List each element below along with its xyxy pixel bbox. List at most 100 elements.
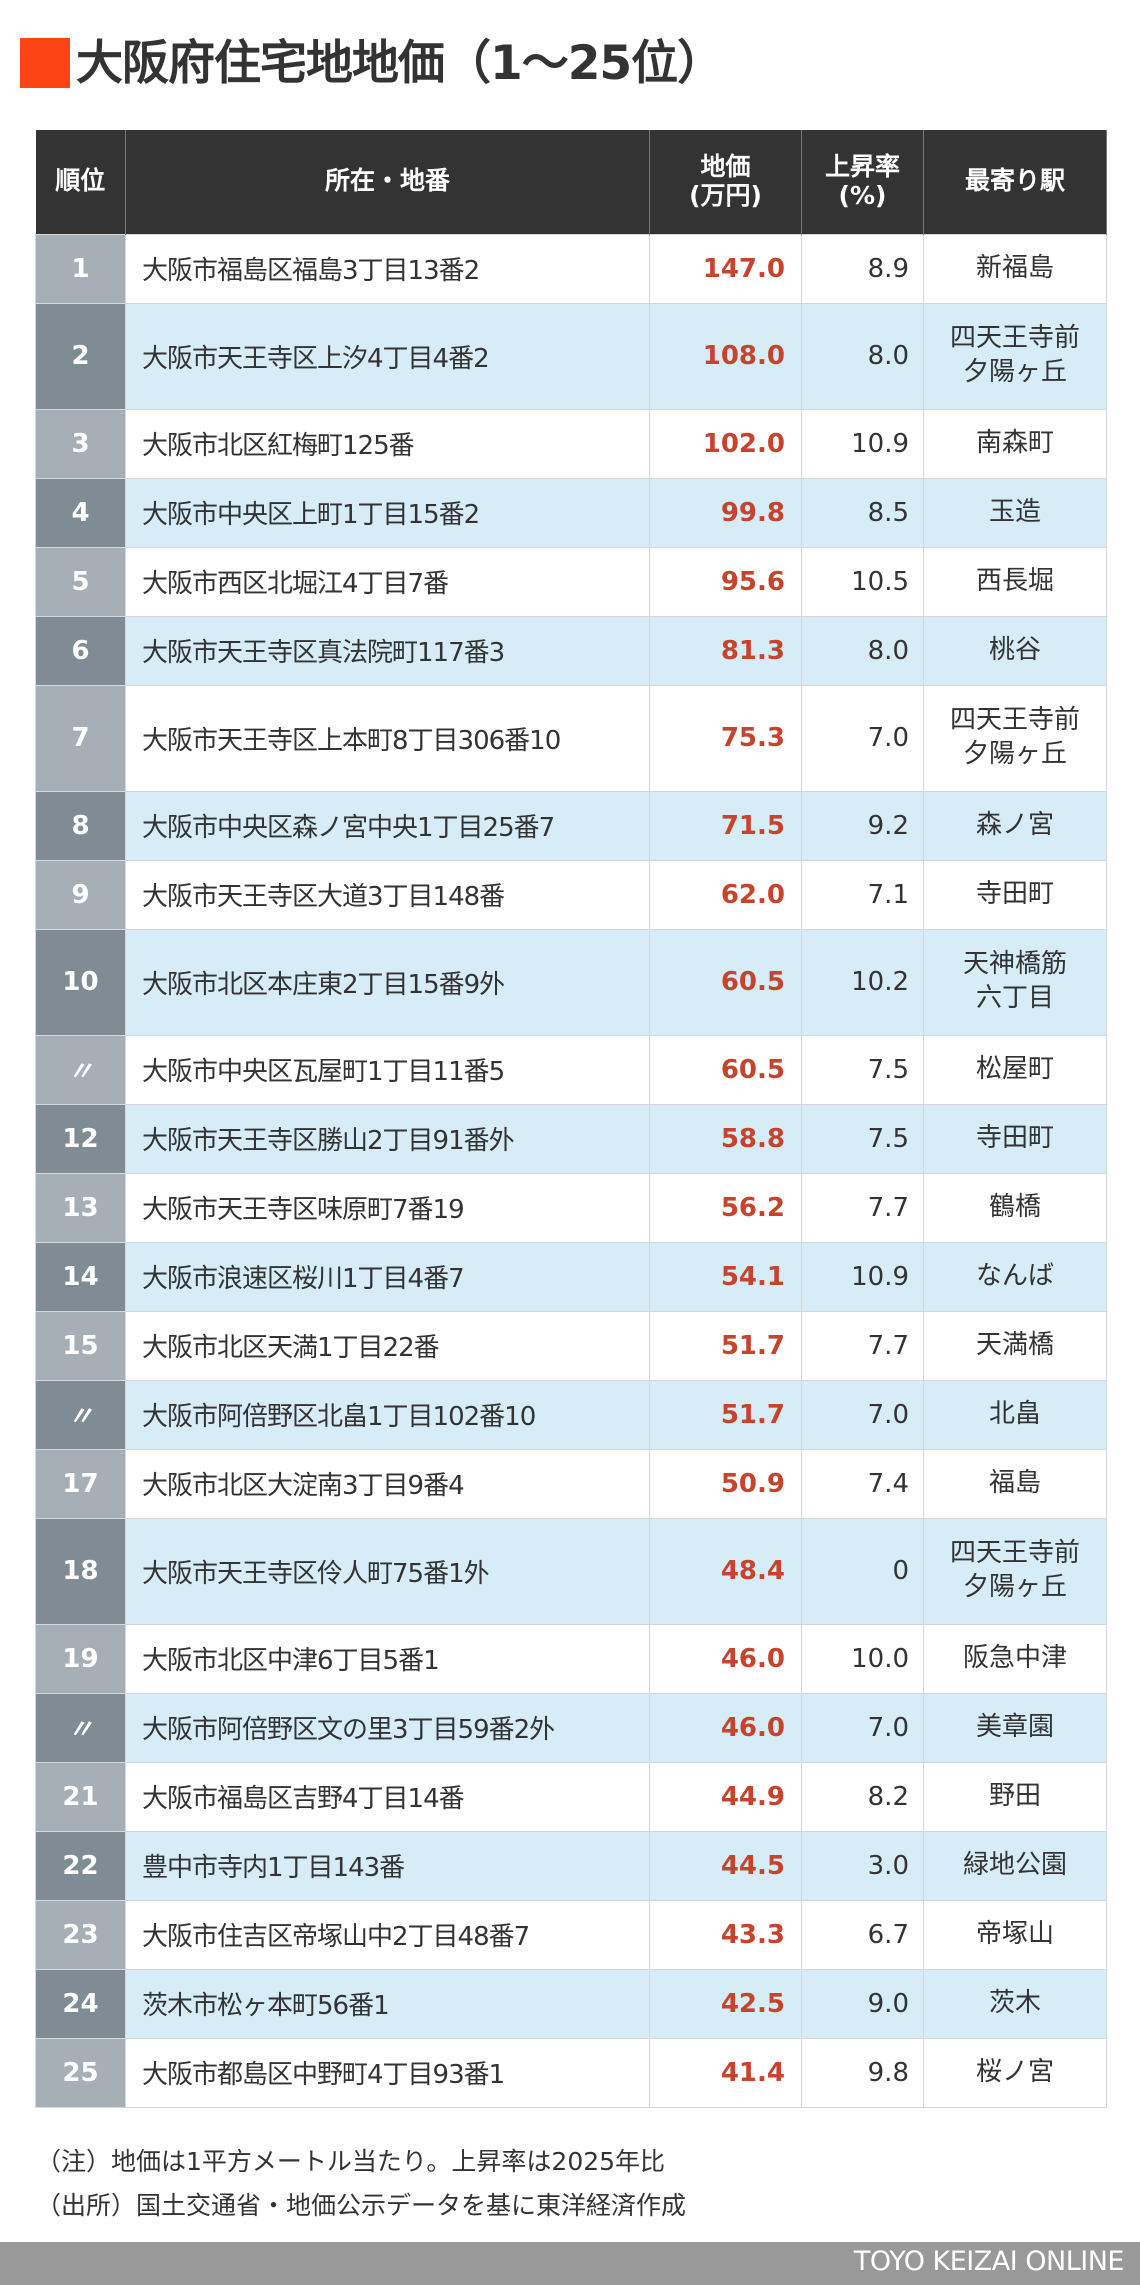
station-cell: 寺田町 [923, 1103, 1107, 1174]
price-cell: 60.5 [649, 1034, 802, 1105]
table-row: 15 大阪市北区天満1丁目22番 51.7 7.7 天満橋 [35, 1310, 1107, 1381]
price-cell: 46.0 [649, 1623, 802, 1694]
page-title: 大阪府住宅地地価（1〜25位） [20, 28, 724, 98]
station-cell: 玉造 [923, 477, 1107, 548]
address-cell: 大阪市天王寺区真法院町117番3 [125, 615, 650, 686]
station-cell: 天満橋 [923, 1310, 1107, 1381]
note-text: （注）地価は1平方メートル当たり。上昇率は2025年比 [36, 2147, 666, 2176]
address-cell: 大阪市都島区中野町4丁目93番1 [125, 2037, 650, 2108]
address-cell: 大阪市天王寺区上汐4丁目4番2 [125, 302, 650, 410]
station-cell: 新福島 [923, 233, 1107, 304]
rate-cell: 9.2 [801, 790, 924, 861]
rank-cell: 〃 [35, 1692, 126, 1763]
rank-cell: 8 [35, 790, 126, 861]
table-row: 12 大阪市天王寺区勝山2丁目91番外 58.8 7.5 寺田町 [35, 1103, 1107, 1174]
table-row: 14 大阪市浪速区桜川1丁目4番7 54.1 10.9 なんば [35, 1241, 1107, 1312]
rank-cell: 12 [35, 1103, 126, 1174]
table-row: 13 大阪市天王寺区味原町7番19 56.2 7.7 鶴橋 [35, 1172, 1107, 1243]
rate-cell: 8.2 [801, 1761, 924, 1832]
station-cell: 野田 [923, 1761, 1107, 1832]
price-cell: 43.3 [649, 1899, 802, 1970]
address-cell: 大阪市北区大淀南3丁目9番4 [125, 1448, 650, 1519]
rank-cell: 〃 [35, 1379, 126, 1450]
price-cell: 51.7 [649, 1310, 802, 1381]
rank-cell: 4 [35, 477, 126, 548]
station-cell: 美章園 [923, 1692, 1107, 1763]
rank-cell: 23 [35, 1899, 126, 1970]
rate-cell: 7.1 [801, 859, 924, 930]
address-cell: 大阪市天王寺区伶人町75番1外 [125, 1517, 650, 1625]
rate-cell: 7.5 [801, 1103, 924, 1174]
table-row: 22 豊中市寺内1丁目143番 44.5 3.0 緑地公園 [35, 1830, 1107, 1901]
station-cell: 北畠 [923, 1379, 1107, 1450]
price-cell: 81.3 [649, 615, 802, 686]
rate-cell: 7.7 [801, 1172, 924, 1243]
address-cell: 大阪市北区中津6丁目5番1 [125, 1623, 650, 1694]
station-cell: 西長堀 [923, 546, 1107, 617]
notes: （注）地価は1平方メートル当たり。上昇率は2025年比 （出所）国土交通省・地価… [36, 2140, 686, 2228]
price-cell: 48.4 [649, 1517, 802, 1625]
address-cell: 大阪市阿倍野区北畠1丁目102番10 [125, 1379, 650, 1450]
title-text: 大阪府住宅地地価（1〜25位） [76, 35, 724, 91]
table-row: 19 大阪市北区中津6丁目5番1 46.0 10.0 阪急中津 [35, 1623, 1107, 1694]
footer-bar: TOYO KEIZAI ONLINE [0, 2242, 1140, 2285]
price-cell: 108.0 [649, 302, 802, 410]
rank-cell: 18 [35, 1517, 126, 1625]
rank-cell: 13 [35, 1172, 126, 1243]
header-address: 所在・地番 [125, 130, 650, 234]
rate-cell: 10.9 [801, 1241, 924, 1312]
rank-cell: 22 [35, 1830, 126, 1901]
price-cell: 58.8 [649, 1103, 802, 1174]
table-row: 〃大阪市阿倍野区文の里3丁目59番2外 46.0 7.0 美章園 [35, 1692, 1107, 1763]
table-row: 3 大阪市北区紅梅町125番 102.0 10.9 南森町 [35, 408, 1107, 479]
price-cell: 51.7 [649, 1379, 802, 1450]
title-square-icon [20, 38, 70, 88]
station-cell: 四天王寺前 夕陽ヶ丘 [923, 302, 1107, 410]
rank-cell: 2 [35, 302, 126, 410]
table-row: 7 大阪市天王寺区上本町8丁目306番10 75.3 7.0 四天王寺前 夕陽ヶ丘 [35, 684, 1107, 792]
header-rate: 上昇率 (%) [801, 130, 924, 234]
rate-cell: 10.0 [801, 1623, 924, 1694]
address-cell: 大阪市天王寺区上本町8丁目306番10 [125, 684, 650, 792]
address-cell: 大阪市住吉区帝塚山中2丁目48番7 [125, 1899, 650, 1970]
header-rank: 順位 [35, 130, 126, 234]
table-header-row: 順位 所在・地番 地価 (万円) 上昇率 (%) 最寄り駅 [35, 130, 1107, 234]
table-row: 8 大阪市中央区森ノ宮中央1丁目25番7 71.5 9.2 森ノ宮 [35, 790, 1107, 861]
table-row: 2 大阪市天王寺区上汐4丁目4番2 108.0 8.0 四天王寺前 夕陽ヶ丘 [35, 302, 1107, 410]
rate-cell: 8.0 [801, 302, 924, 410]
rate-cell: 3.0 [801, 1830, 924, 1901]
price-cell: 42.5 [649, 1968, 802, 2039]
header-price: 地価 (万円) [649, 130, 802, 234]
price-cell: 41.4 [649, 2037, 802, 2108]
price-cell: 62.0 [649, 859, 802, 930]
rate-cell: 10.5 [801, 546, 924, 617]
station-cell: なんば [923, 1241, 1107, 1312]
rate-cell: 8.5 [801, 477, 924, 548]
station-cell: 桃谷 [923, 615, 1107, 686]
address-cell: 大阪市阿倍野区文の里3丁目59番2外 [125, 1692, 650, 1763]
price-cell: 95.6 [649, 546, 802, 617]
station-cell: 四天王寺前 夕陽ヶ丘 [923, 1517, 1107, 1625]
address-cell: 大阪市北区紅梅町125番 [125, 408, 650, 479]
rank-cell: 9 [35, 859, 126, 930]
table-row: 24 茨木市松ヶ本町56番1 42.5 9.0 茨木 [35, 1968, 1107, 2039]
table-row: 17 大阪市北区大淀南3丁目9番4 50.9 7.4 福島 [35, 1448, 1107, 1519]
rate-cell: 9.8 [801, 2037, 924, 2108]
price-cell: 75.3 [649, 684, 802, 792]
price-cell: 99.8 [649, 477, 802, 548]
table-row: 〃大阪市中央区瓦屋町1丁目11番5 60.5 7.5 松屋町 [35, 1034, 1107, 1105]
rate-cell: 7.0 [801, 1692, 924, 1763]
station-cell: 森ノ宮 [923, 790, 1107, 861]
price-cell: 54.1 [649, 1241, 802, 1312]
rank-cell: 21 [35, 1761, 126, 1832]
station-cell: 寺田町 [923, 859, 1107, 930]
address-cell: 大阪市天王寺区大道3丁目148番 [125, 859, 650, 930]
table-row: 25 大阪市都島区中野町4丁目93番1 41.4 9.8 桜ノ宮 [35, 2037, 1107, 2108]
rank-cell: 10 [35, 928, 126, 1036]
rate-cell: 10.2 [801, 928, 924, 1036]
rank-cell: 3 [35, 408, 126, 479]
table-row: 18 大阪市天王寺区伶人町75番1外 48.4 0 四天王寺前 夕陽ヶ丘 [35, 1517, 1107, 1625]
rate-cell: 6.7 [801, 1899, 924, 1970]
station-cell: 茨木 [923, 1968, 1107, 2039]
station-cell: 桜ノ宮 [923, 2037, 1107, 2108]
